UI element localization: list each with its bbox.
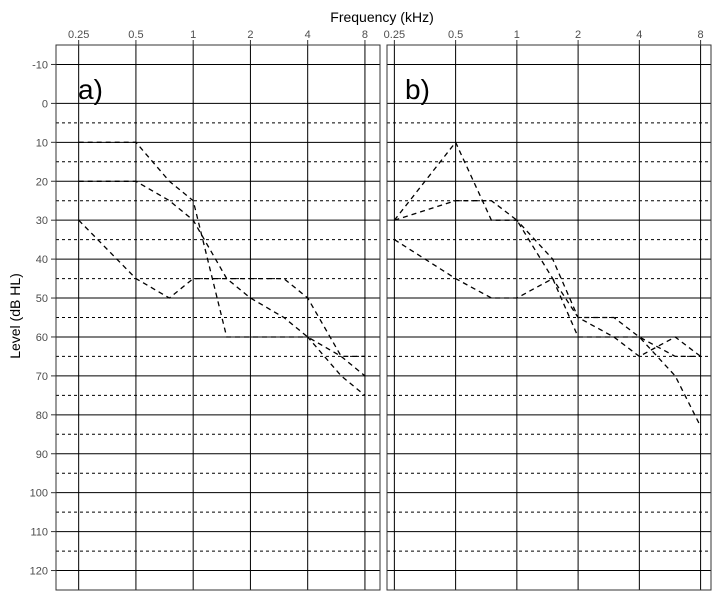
series-line-2 (394, 239, 702, 427)
panel-b: 0.25 0.5 1 2 4 8 b) (384, 29, 712, 591)
x-tick-label: 8 (698, 29, 704, 41)
y-tick-label: 70 (36, 371, 48, 383)
x-tick-label: 4 (636, 29, 642, 41)
y-tick-label: 30 (36, 215, 48, 227)
panel-label: b) (405, 74, 430, 105)
y-tick-label: 110 (30, 527, 48, 539)
y-tick-label: 20 (36, 176, 48, 188)
x-tick-label: 4 (305, 29, 311, 41)
x-tick-label: 2 (575, 29, 581, 41)
x-tick-label: 1 (190, 29, 196, 41)
x-tick-label: 2 (247, 29, 253, 41)
y-axis-ticks: -10 0 10 20 30 40 50 60 70 80 90 100 110 120 (30, 59, 56, 578)
x-tick-label: 0.5 (128, 29, 143, 41)
panel-a: 0.25 0.5 1 2 4 8 a) (55, 29, 381, 591)
x-tick-label: 0.25 (384, 29, 405, 41)
series-line-3 (78, 180, 366, 377)
x-tick-label: 8 (362, 29, 368, 41)
y-tick-label: 100 (30, 488, 48, 500)
series-line-3 (394, 200, 701, 358)
x-tick-label: 1 (514, 29, 520, 41)
y-tick-label: 10 (36, 137, 48, 149)
panel-label: a) (78, 74, 103, 105)
y-tick-label: 0 (42, 98, 48, 110)
series-line-2 (78, 141, 366, 396)
y-tick-label: 60 (36, 332, 48, 344)
x-tick-label: 0.5 (448, 29, 463, 41)
y-tick-label: 50 (36, 293, 48, 305)
panel-border (55, 44, 381, 591)
y-tick-label: 80 (36, 410, 48, 422)
x-axis-title: Frequency (kHz) (330, 9, 433, 25)
y-tick-label: 40 (36, 254, 48, 266)
y-tick-label: -10 (32, 59, 48, 71)
y-axis-title: Level (dB HL) (7, 273, 23, 359)
series-line-1 (78, 219, 365, 358)
x-tick-label: 0.25 (68, 29, 89, 41)
series-line-1 (393, 141, 701, 358)
panel-border (386, 44, 712, 591)
y-tick-label: 120 (30, 566, 48, 578)
y-tick-label: 90 (36, 449, 48, 461)
